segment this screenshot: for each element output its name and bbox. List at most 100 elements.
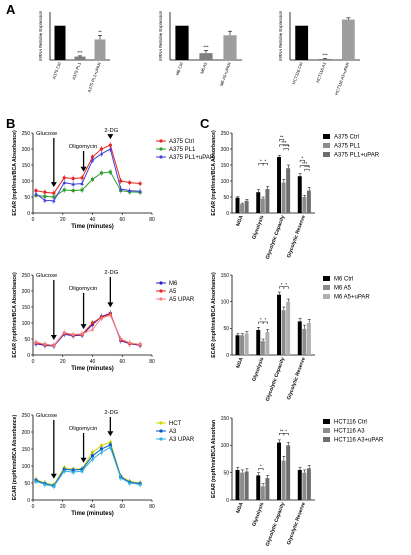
data-point bbox=[80, 181, 84, 185]
significance-label: ** bbox=[280, 135, 284, 140]
legend-marker bbox=[159, 297, 163, 301]
bar bbox=[256, 192, 261, 213]
bar-3 bbox=[94, 39, 106, 60]
x-tick-label: 20 bbox=[60, 217, 66, 223]
bar bbox=[244, 200, 249, 213]
legend-label: A375 PL1+uPAR bbox=[334, 153, 380, 159]
significance-bracket bbox=[258, 321, 264, 324]
data-point bbox=[34, 340, 38, 344]
data-point bbox=[90, 155, 95, 159]
legend-marker bbox=[159, 289, 163, 293]
significance-label: ** bbox=[280, 429, 284, 434]
legend-label: A375 PL1 bbox=[334, 144, 361, 150]
legend-label: A375 PL1+uPAR bbox=[169, 155, 215, 161]
injection-label: Oligomycin bbox=[69, 426, 98, 432]
data-point bbox=[90, 450, 95, 454]
significance-bracket bbox=[262, 163, 268, 166]
significance-label: *** bbox=[77, 50, 83, 55]
legend-label: HCT116 Ctrl bbox=[334, 420, 367, 426]
legend-marker bbox=[159, 147, 163, 151]
legend-label: A3 UPAR bbox=[169, 437, 195, 443]
significance-bracket bbox=[279, 433, 285, 436]
y-axis-label: ECAR (mpH/min/BCA Absorbance) bbox=[211, 130, 217, 216]
chart-b1: 0 50 100 150 200 250 0 20 40 60 80 Time (minutes) EC… bbox=[12, 128, 215, 230]
significance-bracket bbox=[258, 163, 264, 166]
y-tick-label: 100 bbox=[221, 179, 230, 185]
y-tick-label: 50 bbox=[223, 470, 229, 476]
bar bbox=[277, 157, 281, 213]
series-line bbox=[35, 441, 141, 486]
legend-swatch bbox=[323, 143, 330, 148]
bar bbox=[281, 460, 286, 500]
injection-arrowhead bbox=[80, 324, 87, 330]
data-point bbox=[71, 182, 75, 186]
legend-swatch bbox=[323, 285, 330, 290]
bar bbox=[265, 332, 270, 355]
x-tick-label: A375 Ctrl bbox=[51, 62, 62, 80]
data-point bbox=[80, 332, 84, 336]
bar bbox=[240, 204, 245, 213]
data-point bbox=[71, 176, 75, 181]
bar bbox=[260, 341, 265, 355]
x-tick-label: Glycolysis bbox=[251, 214, 265, 240]
y-tick-label: 200 bbox=[22, 289, 31, 295]
x-tick-label: Glycolytic Reserve bbox=[286, 501, 307, 545]
y-tick-label: 250 bbox=[22, 413, 31, 419]
significance-label: *** bbox=[302, 161, 308, 166]
panel-label-a: A bbox=[6, 2, 16, 17]
injection-arrowhead bbox=[50, 182, 57, 188]
legend-label: A3 bbox=[169, 429, 177, 435]
legend-label: M6 bbox=[169, 281, 178, 287]
significance-label: * bbox=[260, 463, 262, 468]
x-tick-label: 40 bbox=[90, 217, 96, 223]
data-point bbox=[99, 447, 103, 451]
legend-marker bbox=[159, 421, 163, 425]
bar bbox=[281, 182, 286, 213]
x-tick-label: 0 bbox=[32, 217, 35, 223]
bar bbox=[297, 176, 302, 213]
x-axis-label: Time (minutes) bbox=[71, 511, 114, 517]
significance-label: *** bbox=[322, 53, 328, 58]
significance-bracket bbox=[283, 286, 289, 289]
y-tick-label: 100 bbox=[221, 443, 230, 449]
x-tick-label: M6 Ctrl bbox=[175, 62, 184, 76]
y-tick-label: 100 bbox=[22, 179, 31, 185]
bar bbox=[235, 197, 240, 213]
significance-bracket bbox=[299, 165, 310, 168]
significance-label: * bbox=[285, 429, 287, 434]
data-point bbox=[90, 158, 95, 162]
legend-swatch bbox=[323, 276, 330, 281]
legend-marker bbox=[159, 155, 163, 159]
chart-a2: mRNA Relative Expression M6 Ctrl *** M6 A5 M… bbox=[158, 10, 242, 87]
x-tick-label: 60 bbox=[119, 359, 125, 365]
data-point bbox=[99, 444, 104, 448]
bar-2 bbox=[199, 53, 213, 60]
legend-label: A375 Ctrl bbox=[169, 139, 194, 145]
data-point bbox=[80, 176, 84, 180]
legend-marker bbox=[159, 139, 163, 143]
legend-label: A5 bbox=[169, 289, 177, 295]
bar-1 bbox=[295, 25, 309, 60]
y-axis-label: mRNA Relative Expression bbox=[278, 10, 283, 61]
legend-swatch bbox=[323, 134, 330, 139]
legend-label: HCT116 A3+uPAR bbox=[334, 438, 384, 444]
significance-label: *** bbox=[203, 44, 209, 49]
bar-1 bbox=[54, 25, 66, 60]
x-tick-label: NGA bbox=[235, 501, 245, 514]
x-tick-label: 80 bbox=[149, 504, 155, 510]
x-axis-label: Time (minutes) bbox=[71, 224, 114, 230]
data-point bbox=[91, 177, 94, 181]
y-tick-label: 200 bbox=[22, 430, 31, 436]
series-line bbox=[35, 446, 141, 487]
data-point bbox=[34, 192, 38, 196]
y-tick-label: 0 bbox=[226, 353, 229, 359]
significance-bracket bbox=[304, 168, 310, 172]
data-point bbox=[34, 479, 38, 483]
data-point bbox=[108, 170, 112, 174]
injection-label: 2-DG bbox=[104, 410, 118, 416]
injection-arrowhead bbox=[50, 335, 57, 341]
bar bbox=[286, 301, 291, 355]
x-tick-label: Glycolysis bbox=[251, 356, 265, 382]
data-point bbox=[138, 342, 142, 346]
significance-label: * bbox=[285, 282, 287, 287]
